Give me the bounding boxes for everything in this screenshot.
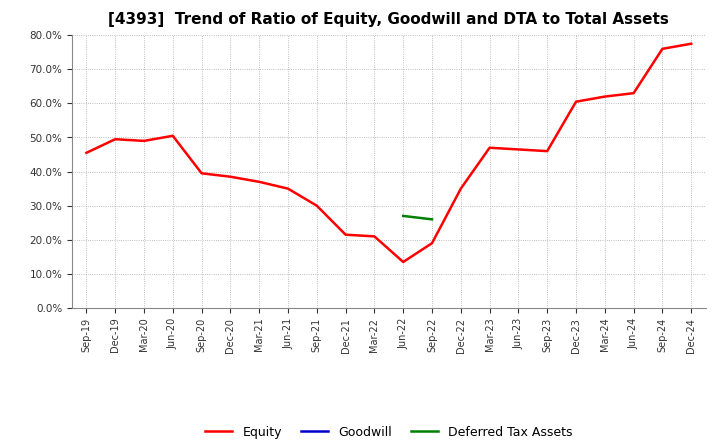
Equity — [572, 99, 580, 104]
Equity — [140, 138, 148, 143]
Equity — [629, 91, 638, 96]
Legend: Equity, Goodwill, Deferred Tax Assets: Equity, Goodwill, Deferred Tax Assets — [200, 421, 577, 440]
Equity — [543, 149, 552, 154]
Equity — [284, 186, 292, 191]
Equity — [82, 150, 91, 155]
Equity — [255, 179, 264, 184]
Equity — [341, 232, 350, 237]
Equity — [428, 241, 436, 246]
Equity — [485, 145, 494, 150]
Equity — [111, 136, 120, 142]
Equity — [399, 259, 408, 264]
Equity — [197, 171, 206, 176]
Equity — [514, 147, 523, 152]
Equity — [658, 46, 667, 51]
Equity — [226, 174, 235, 180]
Title: [4393]  Trend of Ratio of Equity, Goodwill and DTA to Total Assets: [4393] Trend of Ratio of Equity, Goodwil… — [109, 12, 669, 27]
Equity — [312, 203, 321, 209]
Deferred Tax Assets — [399, 213, 408, 219]
Equity — [456, 186, 465, 191]
Equity — [600, 94, 609, 99]
Deferred Tax Assets — [428, 216, 436, 222]
Line: Deferred Tax Assets: Deferred Tax Assets — [403, 216, 432, 219]
Equity — [687, 41, 696, 46]
Equity — [370, 234, 379, 239]
Line: Equity: Equity — [86, 44, 691, 262]
Equity — [168, 133, 177, 139]
